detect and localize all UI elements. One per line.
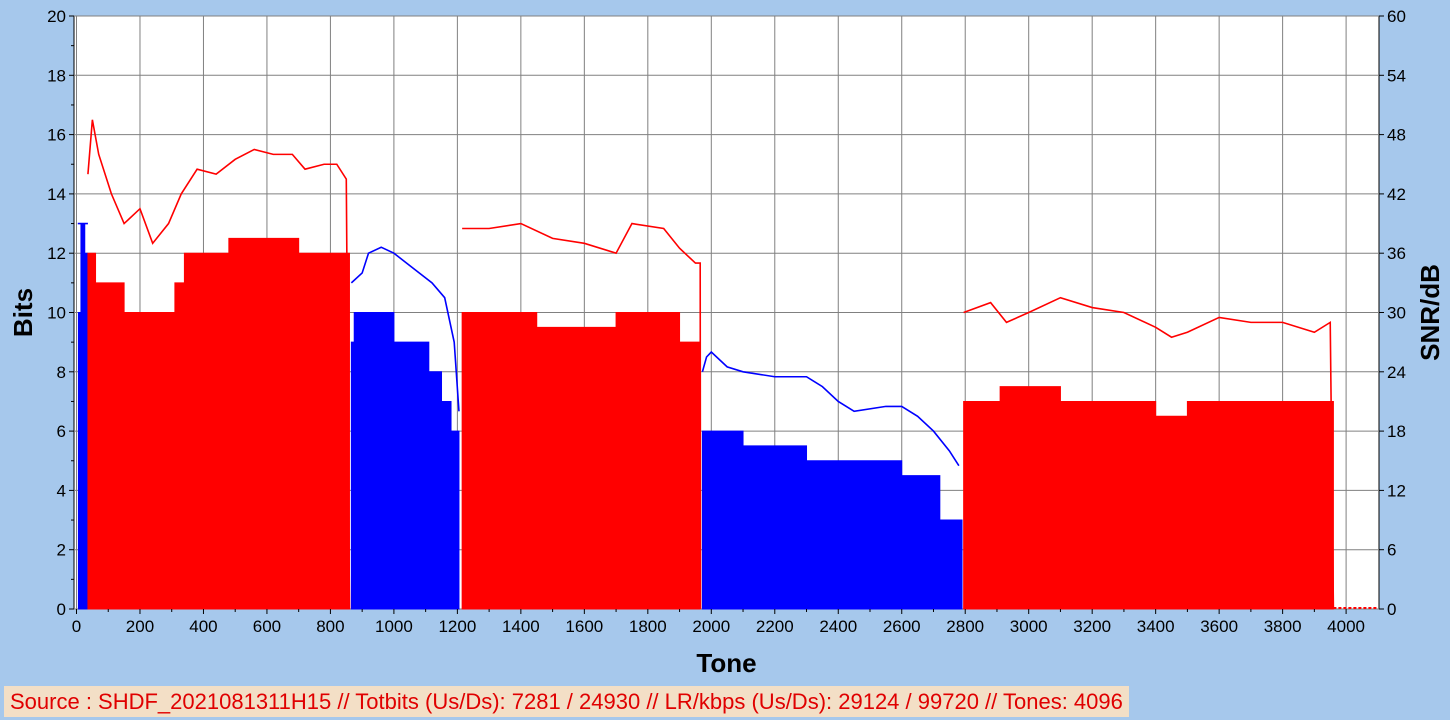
y2-tick-label: 18 [1387,422,1406,441]
y2-tick-label: 24 [1387,363,1406,382]
upstream-snr-line [350,246,460,412]
downstream-bits-area [461,312,701,610]
upstream-snr-line [701,350,960,467]
x-tick-label: 3800 [1264,617,1302,636]
y-tick-label: 10 [47,304,66,323]
source-info-footer: Source : SHDF_2021081311H15 // Totbits (… [4,686,1129,717]
x-tick-label: 2800 [946,617,984,636]
y-tick-label: 6 [57,422,66,441]
x-tick-label: 2000 [692,617,730,636]
y2-tick-label: 12 [1387,481,1406,500]
downstream-snr-line [462,222,702,610]
y-tick-label: 2 [57,541,66,560]
y2-tick-label: 30 [1387,304,1406,323]
x-tick-label: 800 [316,617,344,636]
y2-tick-label: 60 [1387,7,1406,26]
downstream-snr-line [87,119,351,610]
upstream-bits-area [350,312,460,610]
y2-axis-label: SNR/dB [1415,264,1445,361]
downstream-bits-area [963,386,1334,610]
y-tick-label: 14 [47,185,66,204]
y-tick-label: 4 [57,481,66,500]
x-tick-label: 400 [189,617,217,636]
x-tick-label: 3600 [1200,617,1238,636]
y2-tick-label: 0 [1387,600,1396,619]
x-axis-label: Tone [696,648,756,678]
upstream-bits-area [701,430,963,610]
x-tick-label: 1000 [375,617,413,636]
x-tick-label: 0 [72,617,81,636]
x-tick-label: 1400 [502,617,540,636]
y-tick-label: 18 [47,66,66,85]
downstream-snr-line [963,296,1335,610]
x-tick-label: 1800 [629,617,667,636]
downstream-bits-area [87,237,350,610]
y-axis-label: Bits [8,288,38,337]
chart-svg: 0 200 400 600 800 1000 1200 1400 1600 1800 2000 220… [8,7,1445,678]
x-tick-label: 2200 [756,617,794,636]
y2-tick-label: 54 [1387,66,1406,85]
y-tick-label: 20 [47,7,66,26]
x-tick-label: 200 [126,617,154,636]
y2-tick-label: 42 [1387,185,1406,204]
y-tick-label: 8 [57,363,66,382]
x-tick-label: 2400 [819,617,857,636]
x-tick-label: 3000 [1010,617,1048,636]
x-tick-label: 600 [253,617,281,636]
y-tick-label: 12 [47,244,66,263]
x-tick-label: 1600 [565,617,603,636]
y-tick-label: 16 [47,126,66,145]
y-tick-label: 0 [57,600,66,619]
x-tick-label: 1200 [438,617,476,636]
y2-tick-label: 48 [1387,126,1406,145]
y2-tick-label: 6 [1387,541,1396,560]
y2-tick-label: 36 [1387,244,1406,263]
x-tick-label: 4000 [1327,617,1365,636]
bitloading-chart: 0 200 400 600 800 1000 1200 1400 1600 1800 2000 220… [8,7,1445,678]
x-tick-label: 3200 [1073,617,1111,636]
x-tick-label: 2600 [883,617,921,636]
x-tick-label: 3400 [1137,617,1175,636]
